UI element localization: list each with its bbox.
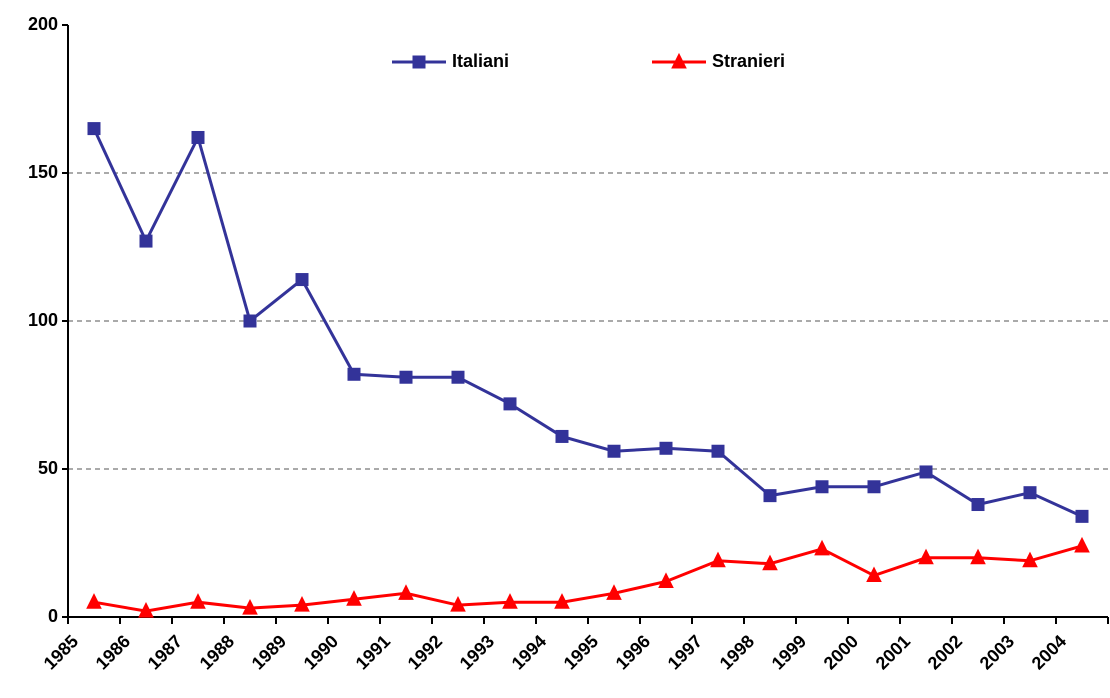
x-tick-label: 1986	[92, 631, 134, 673]
x-tick-label: 1997	[664, 631, 706, 673]
marker	[503, 397, 517, 411]
x-tick-label: 2001	[872, 631, 914, 673]
marker	[607, 444, 621, 458]
series-line	[93, 544, 1083, 613]
x-tick-label: 1991	[352, 631, 394, 673]
marker	[1022, 551, 1038, 568]
x-tick-label: 1993	[456, 631, 498, 673]
x-tick-label: 1996	[612, 631, 654, 673]
marker	[554, 593, 570, 609]
x-tick-label: 2002	[924, 631, 966, 673]
x-tick-label: 1999	[768, 631, 810, 673]
x-tick-label: 2000	[820, 631, 862, 673]
legend-label: Stranieri	[712, 51, 785, 71]
marker	[347, 367, 361, 381]
marker	[919, 465, 933, 479]
marker	[346, 590, 362, 606]
x-tick-label: 1987	[144, 631, 186, 673]
x-tick-label: 1990	[300, 631, 342, 673]
marker	[190, 593, 206, 609]
y-tick-label: 150	[28, 162, 58, 182]
marker	[138, 601, 154, 618]
marker	[243, 314, 257, 328]
marker	[762, 554, 778, 571]
marker	[242, 599, 258, 615]
x-tick-label: 1992	[404, 631, 446, 673]
series-line	[92, 127, 1083, 518]
y-tick-label: 0	[48, 606, 58, 626]
marker	[918, 548, 934, 565]
marker	[86, 593, 102, 609]
legend-label: Italiani	[452, 51, 509, 71]
marker	[763, 489, 777, 503]
marker	[294, 596, 310, 612]
marker	[450, 596, 466, 612]
marker	[671, 52, 687, 69]
marker	[815, 480, 829, 494]
marker	[866, 566, 882, 583]
x-tick-label: 1998	[716, 631, 758, 673]
marker	[502, 593, 518, 609]
marker	[658, 572, 674, 588]
y-tick-label: 200	[28, 14, 58, 34]
marker	[398, 584, 414, 600]
marker	[867, 480, 881, 494]
marker	[1023, 486, 1037, 500]
marker	[295, 273, 309, 287]
marker	[711, 444, 725, 458]
marker	[87, 122, 101, 136]
x-tick-label: 1989	[248, 631, 290, 673]
marker	[970, 548, 986, 565]
marker	[412, 55, 426, 69]
marker	[606, 584, 622, 600]
x-tick-label: 1994	[508, 631, 550, 673]
x-tick-label: 2003	[976, 631, 1018, 673]
marker	[1075, 509, 1089, 523]
marker	[555, 429, 569, 443]
marker	[814, 539, 830, 556]
x-tick-label: 1988	[196, 631, 238, 673]
marker	[139, 234, 153, 248]
x-tick-label: 1995	[560, 631, 602, 673]
marker	[191, 130, 205, 144]
x-tick-label: 2004	[1028, 631, 1070, 673]
marker	[971, 498, 985, 512]
marker	[1074, 536, 1090, 553]
marker	[710, 551, 726, 568]
x-tick-label: 1985	[40, 631, 82, 673]
marker	[659, 441, 673, 455]
marker	[451, 370, 465, 384]
y-tick-label: 100	[28, 310, 58, 330]
y-tick-label: 50	[38, 458, 58, 478]
marker	[399, 370, 413, 384]
